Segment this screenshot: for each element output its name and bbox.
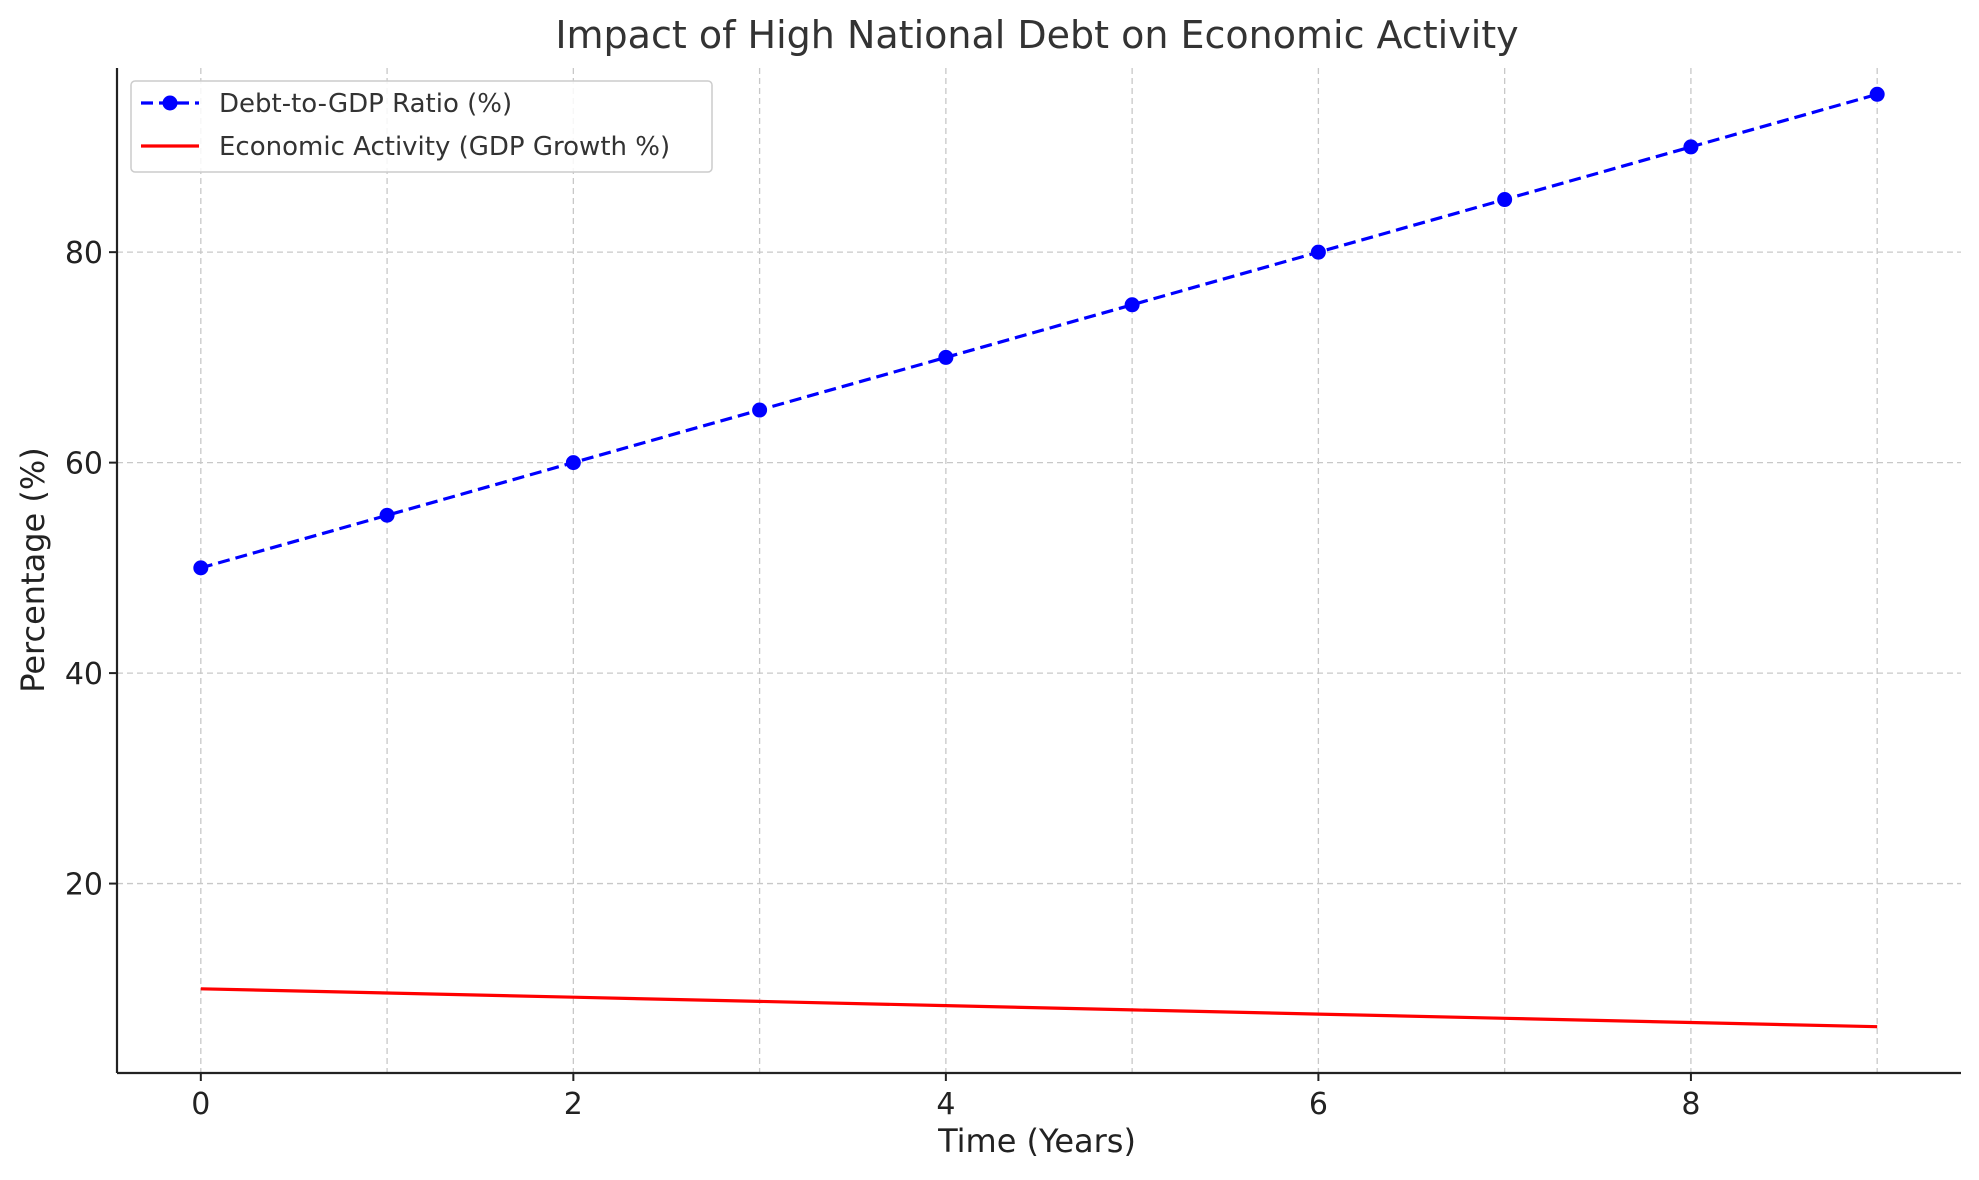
gdp-growth-line [200,987,1878,1029]
debt-ratio-point [938,349,954,365]
x-tick-label: 2 [564,1087,583,1122]
legend-box [130,80,713,173]
tick-labels: 0 2 4 6 8 20 40 60 80 [65,236,1701,1122]
debt-ratio-point [379,507,395,523]
debt-ratio-point [1124,297,1140,313]
legend-label: Economic Activity (GDP Growth %) [219,132,670,162]
x-tick-label: 0 [191,1087,210,1122]
y-tick-label: 60 [65,447,103,482]
debt-ratio-point [1310,244,1326,260]
x-tick-label: 8 [1681,1087,1700,1122]
debt-ratio-point [565,455,581,471]
debt-ratio-point [1869,86,1885,102]
debt-ratio-point [1683,139,1699,155]
y-axis-label: Percentage (%) [14,447,52,693]
x-axis-label: Time (Years) [937,1122,1136,1160]
x-tick-label: 6 [1309,1087,1328,1122]
y-tick-label: 20 [65,868,103,903]
debt-ratio-line [200,92,1878,570]
axes [109,68,1961,1081]
debt-ratio-point [193,560,209,576]
grid-lines [117,68,1961,1073]
y-tick-label: 40 [65,657,103,692]
chart-title: Impact of High National Debt on Economic… [555,13,1518,57]
legend: Debt-to-GDP Ratio (%) Economic Activity (… [130,80,713,173]
debt-ratio-point [1497,192,1513,208]
x-tick-label: 4 [936,1087,955,1122]
legend-label: Debt-to-GDP Ratio (%) [219,89,512,119]
debt-ratio-point [752,402,768,418]
y-tick-label: 80 [65,236,103,271]
series-layer [193,86,1885,1029]
legend-debt-marker [162,95,178,111]
